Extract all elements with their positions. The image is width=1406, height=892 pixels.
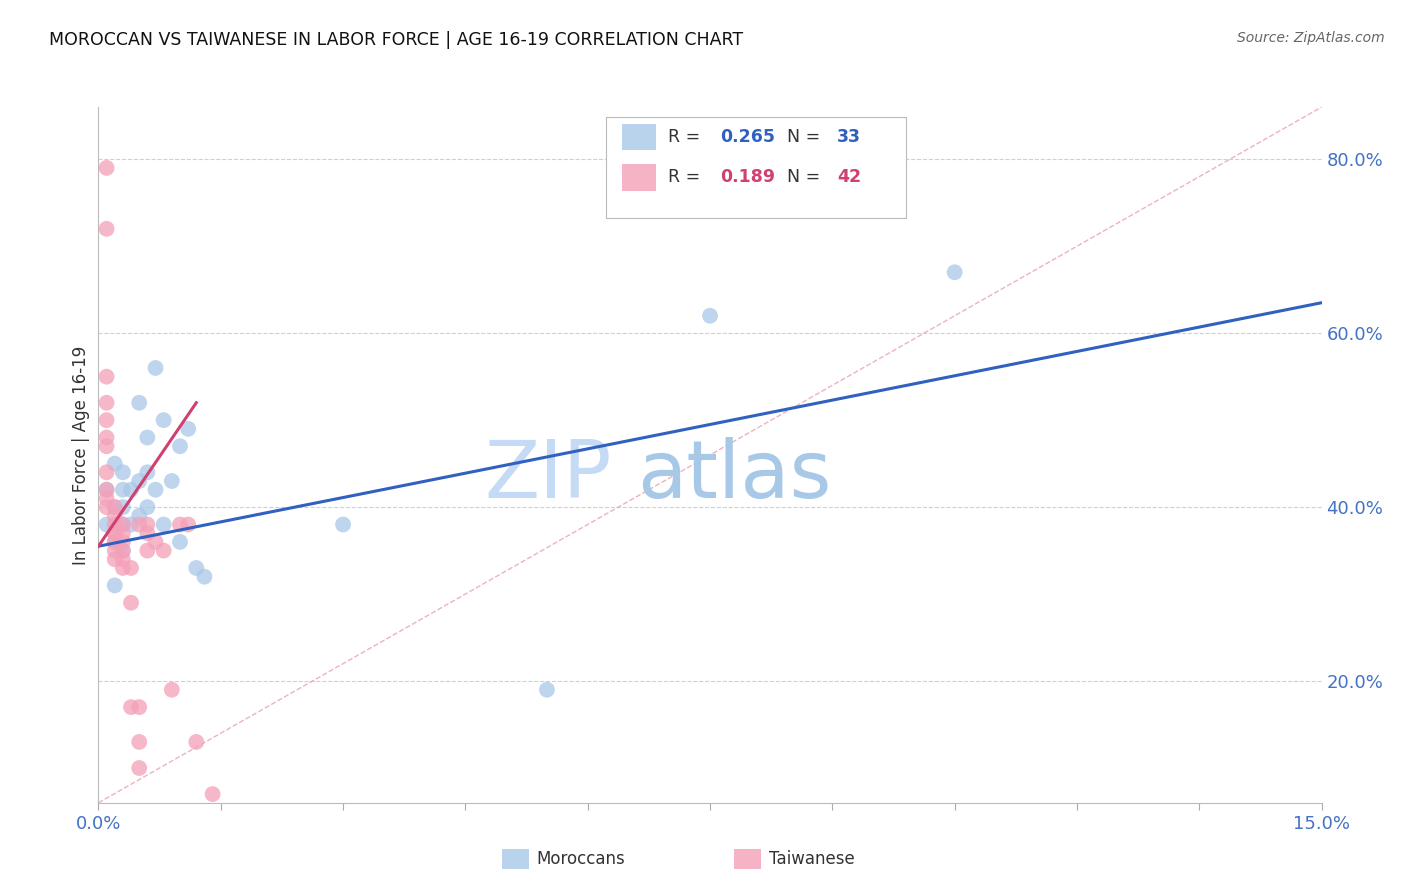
Point: [96, 369, 118, 384]
Point: [699, 309, 721, 323]
Point: [111, 526, 134, 541]
Point: [128, 735, 150, 749]
Point: [104, 457, 127, 471]
Point: [136, 500, 159, 514]
Point: [145, 483, 167, 497]
Point: [169, 439, 191, 453]
Point: [169, 517, 191, 532]
Point: [111, 517, 134, 532]
Point: [152, 543, 174, 558]
Point: [169, 534, 191, 549]
Point: [96, 413, 118, 427]
Point: [104, 578, 127, 592]
Point: [104, 534, 127, 549]
Point: [120, 561, 142, 575]
Point: [136, 543, 159, 558]
Point: [177, 422, 200, 436]
Point: [96, 483, 118, 497]
Point: [160, 682, 183, 697]
Point: [104, 526, 127, 541]
Point: [152, 413, 174, 427]
Text: 42: 42: [837, 169, 862, 186]
Text: Taiwanese: Taiwanese: [769, 850, 855, 868]
Point: [193, 569, 215, 583]
Point: [96, 161, 118, 175]
Text: atlas: atlas: [637, 437, 831, 515]
Text: MOROCCAN VS TAIWANESE IN LABOR FORCE | AGE 16-19 CORRELATION CHART: MOROCCAN VS TAIWANESE IN LABOR FORCE | A…: [49, 31, 744, 49]
Point: [145, 360, 167, 375]
Point: [943, 265, 966, 279]
Point: [128, 517, 150, 532]
Point: [136, 517, 159, 532]
Point: [111, 543, 134, 558]
Point: [96, 430, 118, 444]
Point: [111, 534, 134, 549]
Point: [120, 517, 142, 532]
Point: [111, 483, 134, 497]
Point: [96, 222, 118, 236]
Bar: [502, 849, 529, 869]
Text: 0.189: 0.189: [720, 169, 775, 186]
Point: [186, 735, 208, 749]
Point: [201, 787, 224, 801]
Text: 33: 33: [837, 128, 862, 146]
Point: [186, 561, 208, 575]
Text: R =: R =: [668, 128, 700, 146]
Point: [111, 561, 134, 575]
Point: [104, 508, 127, 523]
Point: [152, 517, 174, 532]
Point: [128, 395, 150, 409]
Point: [120, 483, 142, 497]
Point: [177, 517, 200, 532]
Text: 0.265: 0.265: [720, 128, 775, 146]
Point: [136, 430, 159, 444]
Text: Source: ZipAtlas.com: Source: ZipAtlas.com: [1237, 31, 1385, 45]
Point: [104, 500, 127, 514]
Point: [96, 491, 118, 506]
Point: [536, 682, 558, 697]
Point: [96, 483, 118, 497]
Point: [96, 517, 118, 532]
Point: [120, 700, 142, 714]
Bar: [734, 849, 762, 869]
Point: [128, 508, 150, 523]
Text: N =: N =: [787, 169, 820, 186]
Point: [111, 466, 134, 480]
Point: [145, 534, 167, 549]
Point: [128, 761, 150, 775]
Point: [332, 517, 354, 532]
Point: [136, 466, 159, 480]
Point: [111, 500, 134, 514]
Point: [128, 474, 150, 488]
Point: [104, 517, 127, 532]
Y-axis label: In Labor Force | Age 16-19: In Labor Force | Age 16-19: [72, 345, 90, 565]
Point: [160, 474, 183, 488]
Point: [104, 526, 127, 541]
Point: [104, 552, 127, 566]
Point: [104, 534, 127, 549]
Point: [96, 395, 118, 409]
Point: [128, 700, 150, 714]
Point: [111, 517, 134, 532]
Point: [136, 526, 159, 541]
Point: [104, 543, 127, 558]
Point: [111, 552, 134, 566]
Point: [120, 596, 142, 610]
Text: Moroccans: Moroccans: [536, 850, 626, 868]
Point: [96, 500, 118, 514]
Bar: [621, 124, 657, 150]
Point: [104, 500, 127, 514]
Text: N =: N =: [787, 128, 820, 146]
Text: ZIP: ZIP: [485, 437, 612, 515]
Point: [111, 543, 134, 558]
Point: [96, 466, 118, 480]
Bar: [621, 164, 657, 191]
Text: R =: R =: [668, 169, 700, 186]
Point: [96, 439, 118, 453]
FancyBboxPatch shape: [606, 118, 905, 219]
